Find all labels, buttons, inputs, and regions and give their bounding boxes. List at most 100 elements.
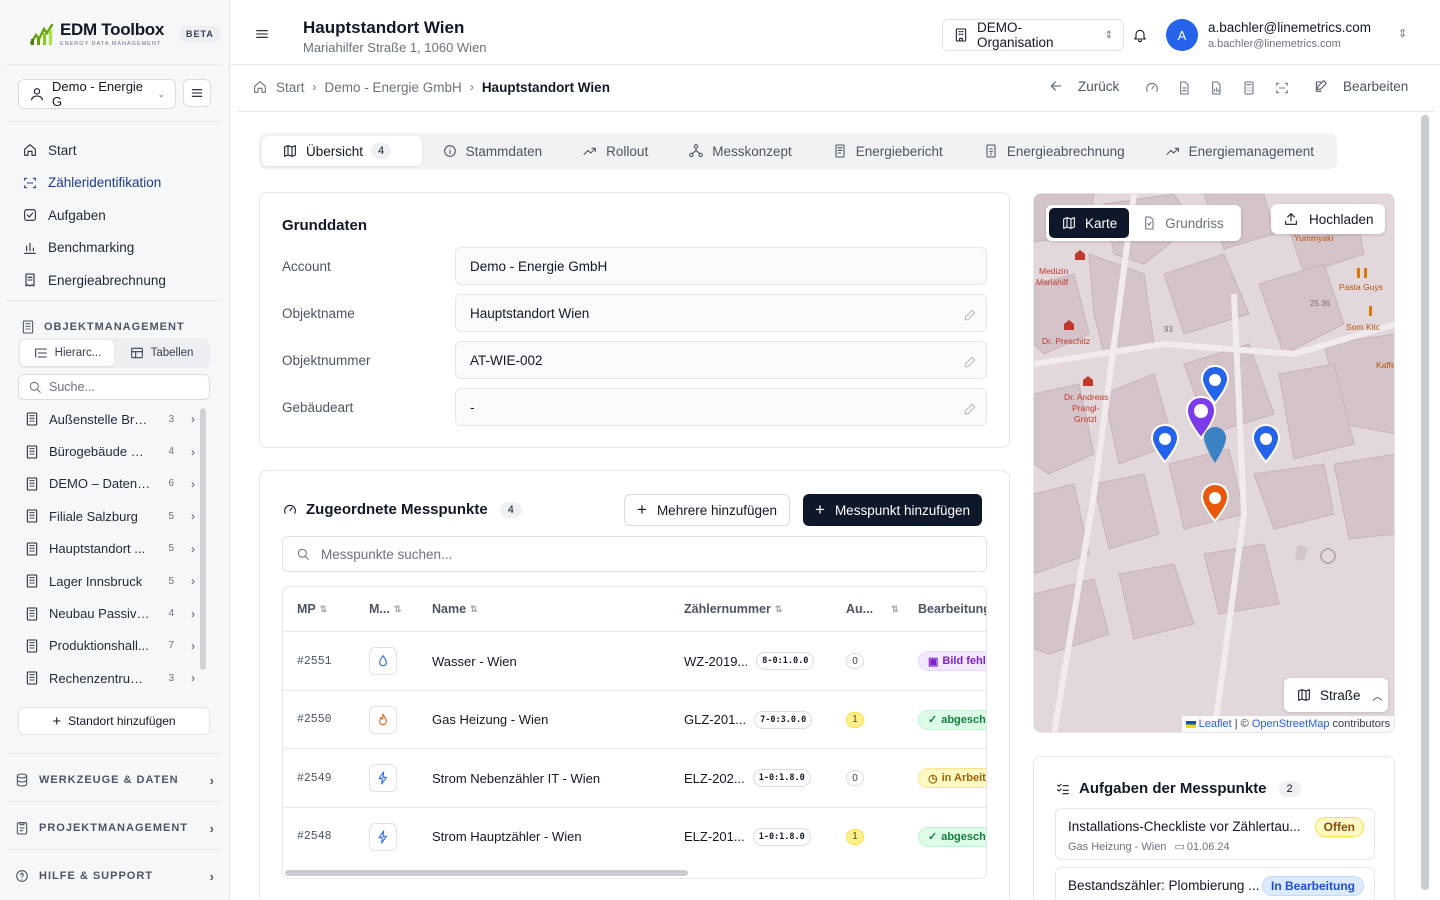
tree-item-count: 3 <box>168 413 174 425</box>
location-map[interactable]: Medizin Mariahilf Dr. Preschitz Dr. Andr… <box>1033 193 1395 733</box>
chevron-right-icon[interactable]: › <box>191 444 195 459</box>
bolt-icon <box>369 822 397 851</box>
nav-item-tasks[interactable]: Aufgaben <box>18 199 218 232</box>
sidebar-collapse-button[interactable] <box>183 79 211 107</box>
column-header-name[interactable]: Name ⇅ <box>432 587 478 631</box>
leaflet-link[interactable]: Leaflet <box>1198 718 1232 730</box>
main-scrollbar[interactable] <box>1421 115 1429 895</box>
tree-item[interactable]: Bürogebäude G... 4 › <box>18 435 196 467</box>
water-drop-icon <box>369 647 397 675</box>
group-help-support[interactable]: HILFE & SUPPORT › <box>14 868 215 884</box>
tree-item[interactable]: Neubau Passivh... 4 › <box>18 597 196 629</box>
pencil-icon[interactable] <box>962 354 978 370</box>
column-header-meter-number[interactable]: Zählernummer ⇅ <box>684 587 782 631</box>
add-measure-point-button[interactable]: + Messpunkt hinzufügen <box>803 494 983 526</box>
upload-button[interactable]: Hochladen <box>1271 204 1385 234</box>
map-icon <box>1296 687 1312 703</box>
breadcrumb-item[interactable]: Demo - Energie GmbH <box>324 79 462 95</box>
object-name-field[interactable]: Hauptstandort Wien <box>455 294 987 332</box>
gauge-icon[interactable] <box>1144 80 1160 96</box>
home-icon <box>252 79 268 95</box>
tab-energy-report[interactable]: Energiebericht <box>812 136 963 166</box>
chevron-updown-icon[interactable]: ⇕ <box>1398 28 1408 40</box>
group-label: HILFE & SUPPORT <box>39 870 154 882</box>
map-layer-select[interactable]: Straße ︿ <box>1284 678 1388 712</box>
nav-item-billing[interactable]: Energieabrechnung <box>18 264 218 297</box>
building-type-field[interactable]: - <box>455 388 987 426</box>
brand-logo[interactable]: EDM Toolbox ENERGY DATA MANAGEMENT BETA <box>28 20 220 47</box>
tree-item[interactable]: Rechenzentrum... 3 › <box>18 662 196 694</box>
main-scrollbar-thumb[interactable] <box>1421 115 1429 890</box>
table-row[interactable]: #2548 Strom Hauptzähler - Wien ELZ-201... 1… <box>283 806 986 866</box>
table-row[interactable]: #2551 Wasser - Wien WZ-2019... 8-0:1.0.0 0 ▣ B… <box>283 631 986 690</box>
chevron-right-icon[interactable]: › <box>191 509 195 524</box>
organization-select[interactable]: DEMO-Organisation ⇕ <box>942 19 1124 51</box>
breadcrumb-item[interactable]: Start <box>276 79 305 95</box>
nav-item-start[interactable]: Start <box>18 134 218 167</box>
chevron-right-icon[interactable]: › <box>191 412 195 427</box>
user-menu[interactable]: a.bachler@linemetrics.com a.bachler@line… <box>1208 20 1371 50</box>
back-button[interactable]: Zurück <box>1048 78 1119 94</box>
tree-item[interactable]: Außenstelle Bre... 3 › <box>18 403 196 435</box>
measure-points-search-input[interactable]: Messpunkte suchen... <box>282 536 987 572</box>
pencil-icon[interactable] <box>962 401 978 417</box>
task-item[interactable]: Installations-Checkliste vor Zählertau..… <box>1055 808 1375 860</box>
task-item[interactable]: Bestandszähler: Plombierung ... In Bearb… <box>1055 867 1375 900</box>
tab-energy-management[interactable]: Energiemanagement <box>1145 136 1334 166</box>
nav-item-meter-identification[interactable]: Zähleridentifikation <box>18 167 218 200</box>
column-header-mp[interactable]: MP ⇅ <box>297 587 327 631</box>
nav-item-benchmarking[interactable]: Benchmarking <box>18 232 218 265</box>
chevron-right-icon[interactable]: › <box>191 476 195 491</box>
chevron-right-icon[interactable]: › <box>191 541 195 556</box>
tab-overview[interactable]: Übersicht 4 <box>262 136 422 166</box>
bell-icon[interactable] <box>1132 27 1148 43</box>
sort-icon: ⇅ <box>319 603 328 614</box>
tab-master-data[interactable]: Stammdaten <box>422 136 563 166</box>
tree-item[interactable]: DEMO – Datenq... 6 › <box>18 468 196 500</box>
menu-icon[interactable] <box>254 26 270 42</box>
tree-item[interactable]: Lager Innsbruck 5 › <box>18 565 196 597</box>
object-number-field[interactable]: AT-WIE-002 <box>455 341 987 379</box>
column-header-medium[interactable]: M... ⇅ <box>369 587 401 631</box>
tab-rollout[interactable]: Rollout <box>562 136 668 166</box>
sidebar-scrollbar[interactable] <box>200 408 206 670</box>
cell-meter-number: WZ-2019... 8-0:1.0.0 <box>684 632 815 690</box>
chevron-right-icon[interactable]: › <box>191 574 195 589</box>
osm-link[interactable]: OpenStreetMap <box>1251 718 1330 730</box>
brand-title: EDM Toolbox <box>60 20 165 39</box>
group-project-management[interactable]: PROJEKTMANAGEMENT › <box>14 820 215 836</box>
tree-item[interactable]: Produktionshall... 7 › <box>18 630 196 662</box>
group-tools-data[interactable]: WERKZEUGE & DATEN › <box>14 772 215 788</box>
column-header-processing[interactable]: Bearbeitung <box>918 587 986 631</box>
add-multiple-button[interactable]: + Mehrere hinzufügen <box>624 494 791 526</box>
edit-button[interactable]: Bearbeiten <box>1313 78 1408 94</box>
table-row[interactable]: #2550 Gas Heizung - Wien GLZ-201... 7-0:3.0… <box>283 689 986 749</box>
chevron-right-icon[interactable]: › <box>191 671 195 686</box>
plus-icon: + <box>815 500 825 519</box>
sidebar-search-input[interactable]: Suche... <box>18 374 210 400</box>
tab-count-badge: 4 <box>371 143 392 159</box>
status-badge: ✓abgeschlossen <box>918 709 986 730</box>
table-row[interactable]: #2549 Strom Nebenzähler IT - Wien ELZ-202.… <box>283 748 986 807</box>
avatar[interactable]: A <box>1166 19 1198 51</box>
document-icon[interactable] <box>1176 80 1192 96</box>
chevron-right-icon[interactable]: › <box>191 638 195 653</box>
tab-measurement-concept[interactable]: Messkonzept <box>668 136 812 166</box>
tree-item[interactable]: Hauptstandort ... 5 › <box>18 533 196 565</box>
tree-item[interactable]: Filiale Salzburg 5 › <box>18 500 196 532</box>
column-header-tasks[interactable]: Au... ⇅ <box>846 587 899 631</box>
scan-icon[interactable] <box>1274 80 1290 96</box>
tab-energy-billing[interactable]: Energieabrechnung <box>963 136 1145 166</box>
view-tab-hierarchy[interactable]: Hierarc... <box>20 340 114 366</box>
table-horizontal-scrollbar[interactable] <box>285 870 688 876</box>
pencil-icon[interactable] <box>962 307 978 323</box>
tree-item-count: 5 <box>168 543 174 555</box>
account-select[interactable]: Demo - Energie G ⌄ <box>18 79 176 109</box>
map-view-floorplan-button[interactable]: Grundriss <box>1129 208 1236 238</box>
chevron-right-icon[interactable]: › <box>191 606 195 621</box>
document-chart-icon[interactable] <box>1208 80 1224 96</box>
calculator-icon[interactable] <box>1241 80 1257 96</box>
add-site-button[interactable]: + Standort hinzufügen <box>18 707 210 735</box>
view-tab-tables[interactable]: Tabellen <box>114 340 208 366</box>
map-view-map-button[interactable]: Karte <box>1049 208 1130 238</box>
